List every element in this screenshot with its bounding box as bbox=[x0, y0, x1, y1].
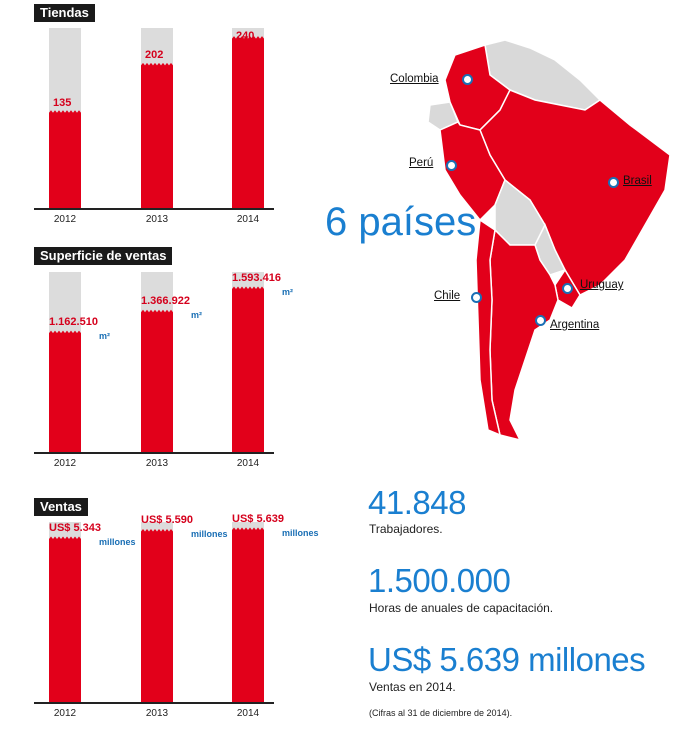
chart-title-ventas: Ventas bbox=[34, 498, 88, 516]
x-tick-label: 2012 bbox=[53, 214, 77, 225]
south-america-map bbox=[427, 39, 671, 442]
x-tick-label: 2014 bbox=[236, 214, 260, 225]
unit-label: millones bbox=[191, 529, 228, 540]
unit-label: m² bbox=[282, 287, 293, 298]
bar-plot bbox=[49, 28, 264, 208]
data-label: 202 bbox=[145, 49, 164, 62]
pin-uruguay bbox=[562, 283, 573, 294]
chart-tiendas: 135 202 240 2012 2013 2014 bbox=[34, 28, 274, 228]
data-label: 1.366.922 bbox=[141, 295, 190, 308]
label-colombia: Colombia bbox=[390, 73, 439, 85]
bar-2014 bbox=[232, 36, 264, 208]
data-label: 240 bbox=[236, 30, 255, 42]
footnote: (Cifras al 31 de diciembre de 2014). bbox=[369, 708, 513, 718]
data-label: 1.162.510 bbox=[49, 316, 98, 329]
bar-2014 bbox=[232, 527, 264, 702]
chart-ventas: US$ 5.343 millones US$ 5.590 millones US$ 5.… bbox=[34, 513, 319, 722]
label-peru: Perú bbox=[409, 157, 434, 169]
label-uruguay: Uruguay bbox=[580, 279, 624, 291]
label-chile: Chile bbox=[434, 290, 461, 302]
bar-2013 bbox=[141, 62, 173, 208]
bar-plot bbox=[49, 522, 264, 702]
x-tick-label: 2013 bbox=[145, 708, 169, 719]
bar-2012 bbox=[49, 536, 81, 702]
unit-label: m² bbox=[99, 331, 110, 342]
stat-training-value: 1.500.000 bbox=[368, 562, 511, 599]
bar-2014 bbox=[232, 286, 264, 452]
stat-sales-value: US$ 5.639 millones bbox=[368, 641, 646, 678]
stat-training-label: Horas de anuales de capacitación. bbox=[369, 601, 554, 615]
unit-label: millones bbox=[282, 527, 319, 538]
bar-plot bbox=[49, 272, 264, 452]
data-label: US$ 5.343 bbox=[49, 522, 101, 534]
stat-workers-label: Trabajadores. bbox=[369, 522, 443, 536]
pin-brasil bbox=[608, 177, 619, 188]
x-tick-label: 2014 bbox=[236, 458, 260, 469]
countries-headline: 6 países bbox=[325, 200, 477, 244]
data-label: 135 bbox=[53, 96, 72, 109]
stat-sales-label: Ventas en 2014. bbox=[369, 680, 456, 694]
x-tick-label: 2013 bbox=[145, 458, 169, 469]
x-axis: 2012 2013 2014 bbox=[34, 208, 274, 225]
chart-title-tiendas: Tiendas bbox=[34, 4, 95, 22]
x-tick-label: 2014 bbox=[236, 708, 260, 719]
chart-title-superficie: Superficie de ventas bbox=[34, 247, 173, 265]
x-tick-label: 2012 bbox=[53, 458, 77, 469]
unit-label: m² bbox=[191, 310, 202, 321]
x-tick-label: 2012 bbox=[53, 708, 77, 719]
data-label: US$ 5.639 bbox=[232, 512, 284, 525]
bar-2012 bbox=[49, 330, 81, 452]
bar-2013 bbox=[141, 309, 173, 452]
pin-chile bbox=[471, 292, 482, 303]
data-label: US$ 5.590 bbox=[141, 514, 193, 527]
unit-label: millones bbox=[99, 536, 136, 547]
label-brasil: Brasil bbox=[623, 175, 652, 187]
chart-superficie: 1.162.510 m² 1.366.922 m² 1.593.416 m² 2012 201… bbox=[34, 272, 293, 477]
pin-argentina bbox=[535, 315, 546, 326]
pin-colombia bbox=[462, 74, 473, 85]
x-axis: 2012 2013 2014 bbox=[34, 452, 274, 469]
bar-2012 bbox=[49, 110, 81, 208]
x-tick-label: 2013 bbox=[145, 214, 169, 225]
stat-workers-value: 41.848 bbox=[368, 484, 466, 521]
data-label: 1.593.416 bbox=[232, 272, 281, 285]
bar-2013 bbox=[141, 528, 173, 702]
label-argentina: Argentina bbox=[550, 319, 600, 331]
pin-peru bbox=[446, 160, 457, 171]
x-axis: 2012 2013 2014 bbox=[34, 702, 274, 719]
